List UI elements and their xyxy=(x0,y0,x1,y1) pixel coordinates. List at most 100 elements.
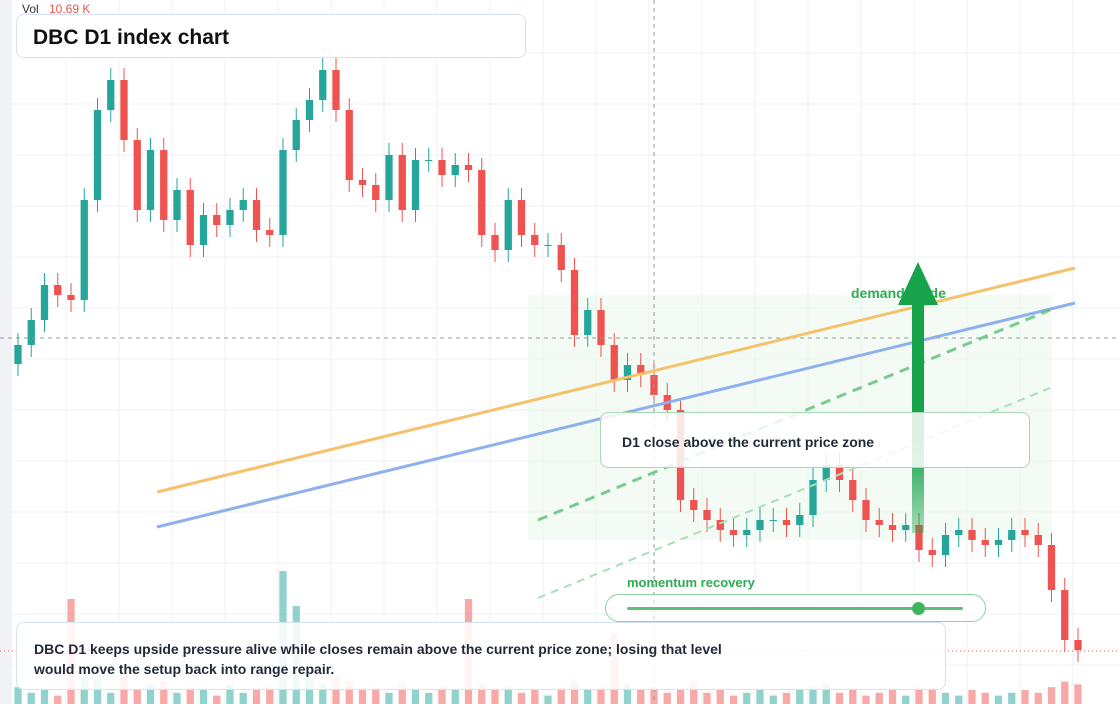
candle-body xyxy=(504,200,512,250)
candle-body xyxy=(1021,530,1029,535)
volume-bar xyxy=(743,692,751,704)
volume-bar xyxy=(637,690,645,704)
volume-bar xyxy=(358,690,367,704)
candle-body xyxy=(425,160,433,161)
candle-body xyxy=(451,165,459,175)
candle-body xyxy=(252,200,261,230)
volume-bar xyxy=(1061,681,1069,704)
volume-bar xyxy=(955,695,963,704)
summary-box: DBC D1 keeps upside pressure alive while… xyxy=(16,622,946,690)
candle-body xyxy=(14,345,22,364)
momentum-label: momentum recovery xyxy=(627,575,755,590)
left-edge xyxy=(0,0,12,704)
candle-body xyxy=(266,230,274,235)
volume-bar xyxy=(557,687,565,704)
candle-body xyxy=(411,160,420,210)
slider-track xyxy=(627,607,963,610)
candle-body xyxy=(544,245,552,246)
candle-body xyxy=(186,190,194,245)
candle-body xyxy=(915,525,923,550)
candle-body xyxy=(875,520,883,525)
volume-bar xyxy=(385,692,393,704)
candle-body xyxy=(557,245,565,270)
volume-bar xyxy=(372,687,380,704)
volume-bar xyxy=(703,692,711,704)
volume-bar xyxy=(822,684,830,704)
volume-bar xyxy=(133,690,141,704)
volume-bar xyxy=(199,690,208,704)
volume-bar xyxy=(1021,690,1029,704)
candle-body xyxy=(133,140,141,210)
volume-bar xyxy=(756,690,764,704)
volume-bar xyxy=(796,690,804,704)
candle-body xyxy=(279,150,287,235)
candle-body xyxy=(385,155,393,200)
guide-arrow-head xyxy=(898,262,938,305)
volume-bar xyxy=(451,690,459,704)
volume-bar xyxy=(213,695,221,704)
volume-bar xyxy=(40,690,49,704)
candle-body xyxy=(398,155,406,210)
candle-body xyxy=(981,540,989,545)
volume-bar xyxy=(650,687,658,704)
candle-body xyxy=(199,215,208,245)
volume-bar xyxy=(14,687,22,704)
candle-body xyxy=(531,235,539,245)
candle-body xyxy=(928,550,936,555)
candle-body xyxy=(120,80,128,140)
candle-body xyxy=(305,100,314,120)
candle-body xyxy=(27,320,35,345)
volume-bar xyxy=(1074,684,1082,704)
candle-body xyxy=(756,520,764,530)
volume-bar xyxy=(1047,687,1056,704)
volume-bar xyxy=(782,692,791,704)
volume-bar xyxy=(517,692,526,704)
volume-bar xyxy=(252,690,261,704)
volume-bar xyxy=(994,695,1003,704)
candle-body xyxy=(835,465,844,480)
candle-body xyxy=(438,160,446,175)
volume-bar xyxy=(107,692,115,704)
momentum-slider xyxy=(605,594,986,622)
candle-body xyxy=(968,530,976,540)
candle-body xyxy=(358,180,367,185)
volume-bar xyxy=(862,695,870,704)
volume-bar xyxy=(941,692,950,704)
volume-bar xyxy=(425,692,433,704)
candle-body xyxy=(517,200,526,235)
volume-bar xyxy=(809,687,817,704)
volume-bar xyxy=(849,690,857,704)
candle-body xyxy=(570,270,579,335)
title-box: DBC D1 index chart xyxy=(16,14,526,58)
volume-label: Vol xyxy=(22,2,39,16)
candle-body xyxy=(319,70,327,100)
volume-bar xyxy=(491,690,499,704)
summary-text: DBC D1 keeps upside pressure alive while… xyxy=(34,641,722,677)
volume-bar xyxy=(875,692,883,704)
volume-bar xyxy=(266,687,274,704)
volume-bar xyxy=(438,687,446,704)
volume-bar xyxy=(173,692,181,704)
candle-body xyxy=(769,520,777,521)
candle-body xyxy=(809,480,817,515)
candle-body xyxy=(93,110,102,200)
volume-bar xyxy=(663,692,671,704)
volume-bar xyxy=(729,695,738,704)
volume-bar xyxy=(623,684,632,704)
volume-bar xyxy=(186,687,194,704)
candle-body xyxy=(597,310,605,345)
volume-bar xyxy=(676,690,685,704)
candle-body xyxy=(941,535,950,555)
volume-bar xyxy=(716,690,724,704)
slider-knob xyxy=(912,602,925,615)
candle-body xyxy=(729,530,738,535)
volume-bar xyxy=(835,692,844,704)
candle-body xyxy=(226,210,234,225)
candle-body xyxy=(146,150,155,210)
candle-body xyxy=(584,310,592,335)
candle-body xyxy=(239,200,247,210)
volume-bar xyxy=(1034,692,1042,704)
volume-bar xyxy=(544,695,552,704)
volume-bar xyxy=(690,681,698,704)
